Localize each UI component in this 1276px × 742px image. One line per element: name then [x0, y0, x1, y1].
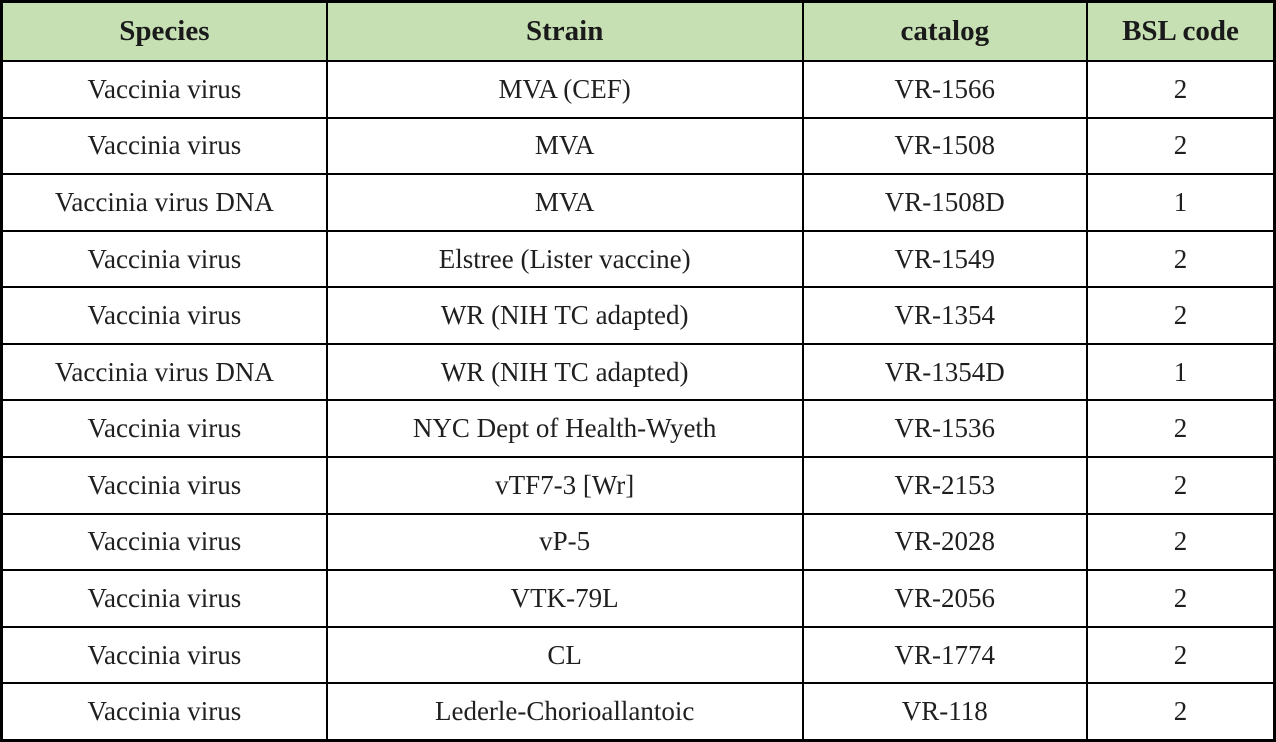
- strain-cell: MVA (CEF): [325, 60, 804, 119]
- table-row: Vaccinia virus DNA WR (NIH TC adapted) VR-…: [0, 342, 1276, 402]
- table-row: Vaccinia virus NYC Dept of Health-Wyeth VR…: [0, 399, 1276, 459]
- species-cell: Vaccinia virus: [0, 569, 328, 628]
- table-row: Vaccinia virus Elstree (Lister vaccine) VR…: [0, 229, 1276, 289]
- species-cell: Vaccinia virus DNA: [0, 173, 328, 232]
- bsl-code-cell: 2: [1085, 682, 1276, 742]
- species-cell: Vaccinia virus: [0, 625, 328, 685]
- strain-cell: WR (NIH TC adapted): [325, 286, 804, 345]
- strain-cell: WR (NIH TC adapted): [325, 342, 804, 402]
- table-row: Vaccinia virus Lederle-Chorioallantoic VR-…: [0, 682, 1276, 742]
- header-cell-catalog: catalog: [801, 0, 1088, 62]
- bsl-code-cell: 2: [1085, 399, 1276, 459]
- table-row: Vaccinia virus VTK-79L VR-2056 2: [0, 569, 1276, 628]
- catalog-cell: VR-1536: [801, 399, 1088, 459]
- strain-cell: VTK-79L: [325, 569, 804, 628]
- strain-cell: vTF7-3 [Wr]: [325, 456, 804, 515]
- strain-cell: Elstree (Lister vaccine): [325, 229, 804, 289]
- header-cell-strain: Strain: [325, 0, 804, 62]
- species-cell: Vaccinia virus: [0, 229, 328, 289]
- catalog-cell: VR-1354: [801, 286, 1088, 345]
- bsl-code-cell: 2: [1085, 456, 1276, 515]
- bsl-code-cell: 1: [1085, 342, 1276, 402]
- catalog-cell: VR-118: [801, 682, 1088, 742]
- bsl-code-cell: 2: [1085, 625, 1276, 685]
- strain-cell: NYC Dept of Health-Wyeth: [325, 399, 804, 459]
- species-cell: Vaccinia virus: [0, 60, 328, 119]
- species-cell: Vaccinia virus: [0, 456, 328, 515]
- species-cell: Vaccinia virus: [0, 399, 328, 459]
- bsl-code-cell: 2: [1085, 116, 1276, 176]
- strain-cell: MVA: [325, 173, 804, 232]
- catalog-cell: VR-1566: [801, 60, 1088, 119]
- table-row: Vaccinia virus MVA (CEF) VR-1566 2: [0, 60, 1276, 119]
- table-row: Vaccinia virus DNA MVA VR-1508D 1: [0, 173, 1276, 232]
- species-cell: Vaccinia virus: [0, 512, 328, 572]
- strain-cell: Lederle-Chorioallantoic: [325, 682, 804, 742]
- catalog-cell: VR-1549: [801, 229, 1088, 289]
- bsl-code-cell: 2: [1085, 512, 1276, 572]
- species-cell: Vaccinia virus: [0, 116, 328, 176]
- table-row: Vaccinia virus WR (NIH TC adapted) VR-1354…: [0, 286, 1276, 345]
- table-row: Vaccinia virus CL VR-1774 2: [0, 625, 1276, 685]
- table-header: Species Strain catalog BSL code: [0, 0, 1276, 62]
- species-cell: Vaccinia virus: [0, 682, 328, 742]
- strain-cell: MVA: [325, 116, 804, 176]
- table-row: Vaccinia virus MVA VR-1508 2: [0, 116, 1276, 176]
- catalog-cell: VR-1508: [801, 116, 1088, 176]
- bsl-code-cell: 2: [1085, 286, 1276, 345]
- header-cell-species: Species: [0, 0, 328, 62]
- catalog-cell: VR-2153: [801, 456, 1088, 515]
- strain-cell: vP-5: [325, 512, 804, 572]
- bsl-code-cell: 1: [1085, 173, 1276, 232]
- catalog-cell: VR-1774: [801, 625, 1088, 685]
- strain-cell: CL: [325, 625, 804, 685]
- bsl-code-cell: 2: [1085, 60, 1276, 119]
- species-cell: Vaccinia virus: [0, 286, 328, 345]
- header-cell-bsl-code: BSL code: [1085, 0, 1276, 62]
- bsl-code-cell: 2: [1085, 229, 1276, 289]
- table-row: Vaccinia virus vTF7-3 [Wr] VR-2153 2: [0, 456, 1276, 515]
- catalog-cell: VR-2056: [801, 569, 1088, 628]
- catalog-cell: VR-1354D: [801, 342, 1088, 402]
- bsl-code-cell: 2: [1085, 569, 1276, 628]
- species-cell: Vaccinia virus DNA: [0, 342, 328, 402]
- header-row: Species Strain catalog BSL code: [0, 0, 1276, 62]
- table-row: Vaccinia virus vP-5 VR-2028 2: [0, 512, 1276, 572]
- catalog-cell: VR-1508D: [801, 173, 1088, 232]
- table-body: Vaccinia virus MVA (CEF) VR-1566 2 Vaccinia …: [0, 60, 1276, 742]
- catalog-cell: VR-2028: [801, 512, 1088, 572]
